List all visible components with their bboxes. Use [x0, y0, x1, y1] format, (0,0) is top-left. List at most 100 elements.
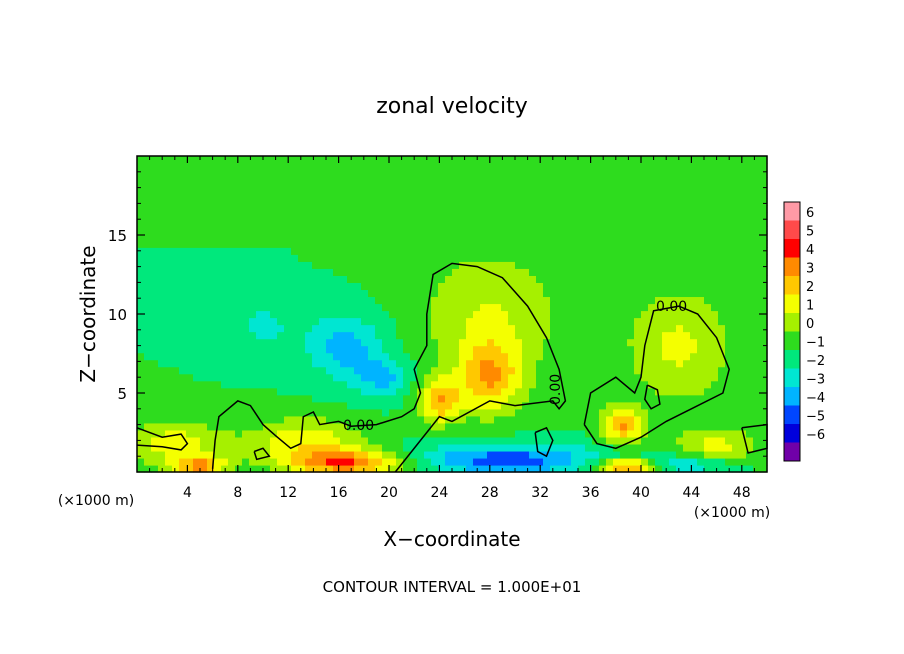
heatmap-cell	[655, 184, 663, 192]
heatmap-cell	[368, 275, 376, 283]
heatmap-cell	[368, 394, 376, 403]
zero-contour-line	[583, 305, 730, 450]
heatmap-cell	[319, 184, 327, 192]
heatmap-cell	[487, 289, 495, 298]
heatmap-cell	[165, 240, 173, 248]
heatmap-cell	[151, 282, 159, 291]
heatmap-cell	[760, 261, 768, 269]
heatmap-cell	[452, 429, 460, 438]
heatmap-cell	[585, 338, 593, 347]
contour-label-1: 0.00	[343, 418, 374, 434]
heatmap-cell	[347, 170, 355, 178]
heatmap-cell	[382, 422, 390, 431]
heatmap-cell	[613, 317, 621, 326]
heatmap-cell	[312, 345, 320, 354]
colorbar-swatch	[784, 257, 800, 276]
heatmap-cell	[179, 317, 187, 326]
heatmap-cell	[515, 205, 523, 213]
heatmap-cell	[438, 303, 446, 312]
heatmap-cell	[515, 380, 523, 389]
heatmap-cell	[403, 198, 411, 206]
heatmap-cell	[179, 415, 187, 424]
heatmap-cell	[235, 303, 243, 312]
heatmap-cell	[508, 205, 516, 213]
heatmap-cell	[291, 450, 299, 459]
heatmap-cell	[634, 408, 642, 417]
heatmap-cell	[564, 205, 572, 213]
heatmap-cell	[186, 163, 194, 171]
heatmap-cell	[319, 436, 327, 445]
heatmap-cell	[599, 443, 607, 452]
heatmap-cell	[242, 408, 250, 417]
heatmap-cell	[445, 345, 453, 354]
heatmap-cell	[690, 184, 698, 192]
heatmap-cell	[410, 254, 418, 262]
heatmap-cell	[690, 240, 698, 248]
heatmap-cell	[522, 233, 530, 241]
heatmap-cell	[480, 387, 488, 396]
heatmap-cell	[683, 177, 691, 185]
heatmap-cell	[368, 254, 376, 262]
heatmap-cell	[242, 401, 250, 410]
heatmap-cell	[214, 436, 222, 445]
heatmap-cell	[410, 212, 418, 220]
heatmap-cell	[760, 450, 768, 459]
heatmap-cell	[319, 450, 327, 459]
heatmap-cell	[228, 394, 236, 403]
heatmap-cell	[410, 310, 418, 319]
heatmap-cell	[172, 310, 180, 319]
heatmap-cell	[214, 317, 222, 326]
heatmap-cell	[725, 226, 733, 234]
heatmap-cell	[683, 387, 691, 396]
heatmap-cell	[669, 219, 677, 227]
heatmap-cell	[277, 198, 285, 206]
heatmap-cell	[221, 268, 229, 276]
heatmap-cell	[606, 177, 614, 185]
heatmap-cell	[508, 163, 516, 171]
heatmap-cell	[151, 380, 159, 389]
heatmap-cell	[270, 422, 278, 431]
heatmap-cell	[151, 268, 159, 276]
heatmap-cell	[452, 177, 460, 185]
heatmap-cell	[221, 184, 229, 192]
heatmap-cell	[473, 303, 481, 312]
heatmap-cell	[641, 254, 649, 262]
heatmap-cell	[396, 380, 404, 389]
heatmap-cell	[648, 457, 656, 466]
heatmap-cell	[361, 436, 369, 445]
heatmap-cell	[249, 205, 257, 213]
heatmap-cell	[578, 443, 586, 452]
heatmap-cell	[746, 324, 754, 333]
heatmap-cell	[487, 443, 495, 452]
heatmap-cell	[494, 394, 502, 403]
heatmap-cell	[592, 226, 600, 234]
heatmap-cell	[585, 457, 593, 466]
heatmap-cell	[753, 177, 761, 185]
heatmap-cell	[410, 184, 418, 192]
heatmap-cell	[585, 261, 593, 269]
heatmap-cell	[410, 289, 418, 298]
heatmap-cell	[221, 317, 229, 326]
heatmap-cell	[634, 219, 642, 227]
heatmap-cell	[375, 317, 383, 326]
heatmap-cell	[305, 464, 313, 473]
heatmap-cell	[662, 359, 670, 368]
heatmap-cell	[284, 205, 292, 213]
heatmap-cell	[669, 457, 677, 466]
heatmap-cell	[746, 331, 754, 340]
heatmap-cell	[662, 254, 670, 262]
heatmap-cell	[221, 254, 229, 262]
heatmap-cell	[263, 254, 271, 262]
heatmap-cell	[669, 436, 677, 445]
heatmap-cell	[144, 268, 152, 276]
heatmap-cell	[620, 233, 628, 241]
heatmap-cell	[746, 338, 754, 347]
heatmap-cell	[620, 170, 628, 178]
heatmap-cell	[648, 268, 656, 276]
heatmap-cell	[333, 212, 341, 220]
heatmap-cell	[347, 331, 355, 340]
heatmap-cell	[249, 464, 257, 473]
heatmap-cell	[221, 436, 229, 445]
heatmap-cell	[312, 359, 320, 368]
heatmap-cell	[613, 394, 621, 403]
